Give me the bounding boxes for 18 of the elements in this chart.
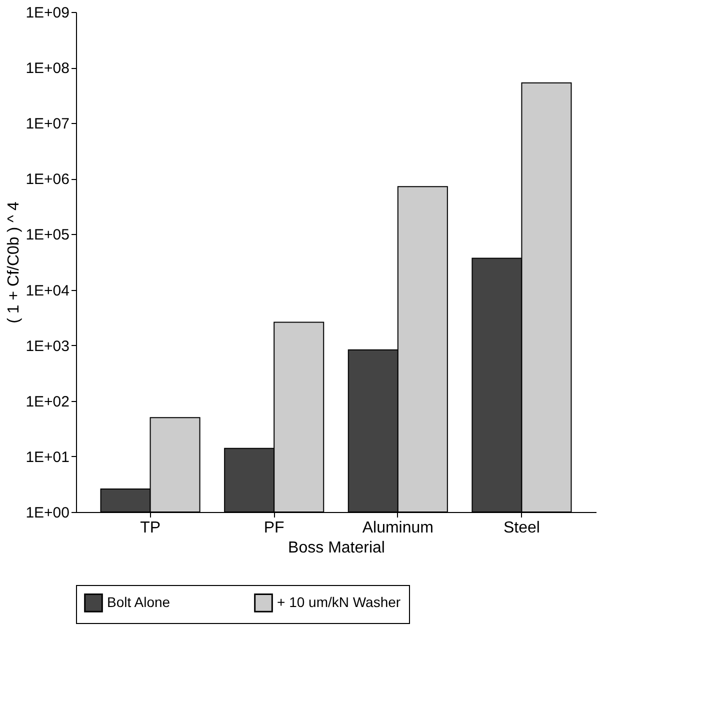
y-tick-label: 1E+07 xyxy=(26,116,70,133)
y-tick-label: 1E+01 xyxy=(26,448,70,466)
x-axis-title: Boss Material xyxy=(288,540,385,556)
y-tick-label: 1E+04 xyxy=(26,282,70,300)
x-tick-label: TP xyxy=(140,520,161,536)
y-tick-label: 1E+08 xyxy=(26,60,70,78)
y-tick-label: 1E+03 xyxy=(26,338,70,355)
y-tick-label: 1E+02 xyxy=(26,393,70,410)
y-tick-label: 1E+05 xyxy=(26,226,70,244)
y-tick-label: 1E+09 xyxy=(26,4,70,22)
x-tick-label: Aluminum xyxy=(362,520,434,536)
y-tick-label: 1E+06 xyxy=(26,171,70,188)
x-tick-label: PF xyxy=(264,520,285,536)
y-tick-label: 1E+00 xyxy=(26,504,70,522)
x-tick-label: Steel xyxy=(503,520,540,536)
legend-label: Bolt Alone xyxy=(107,594,170,610)
y-axis-title: ( 1 + Cf/C0b ) ^ 4 xyxy=(6,202,23,324)
legend-label: + 10 um/kN Washer xyxy=(277,594,401,610)
